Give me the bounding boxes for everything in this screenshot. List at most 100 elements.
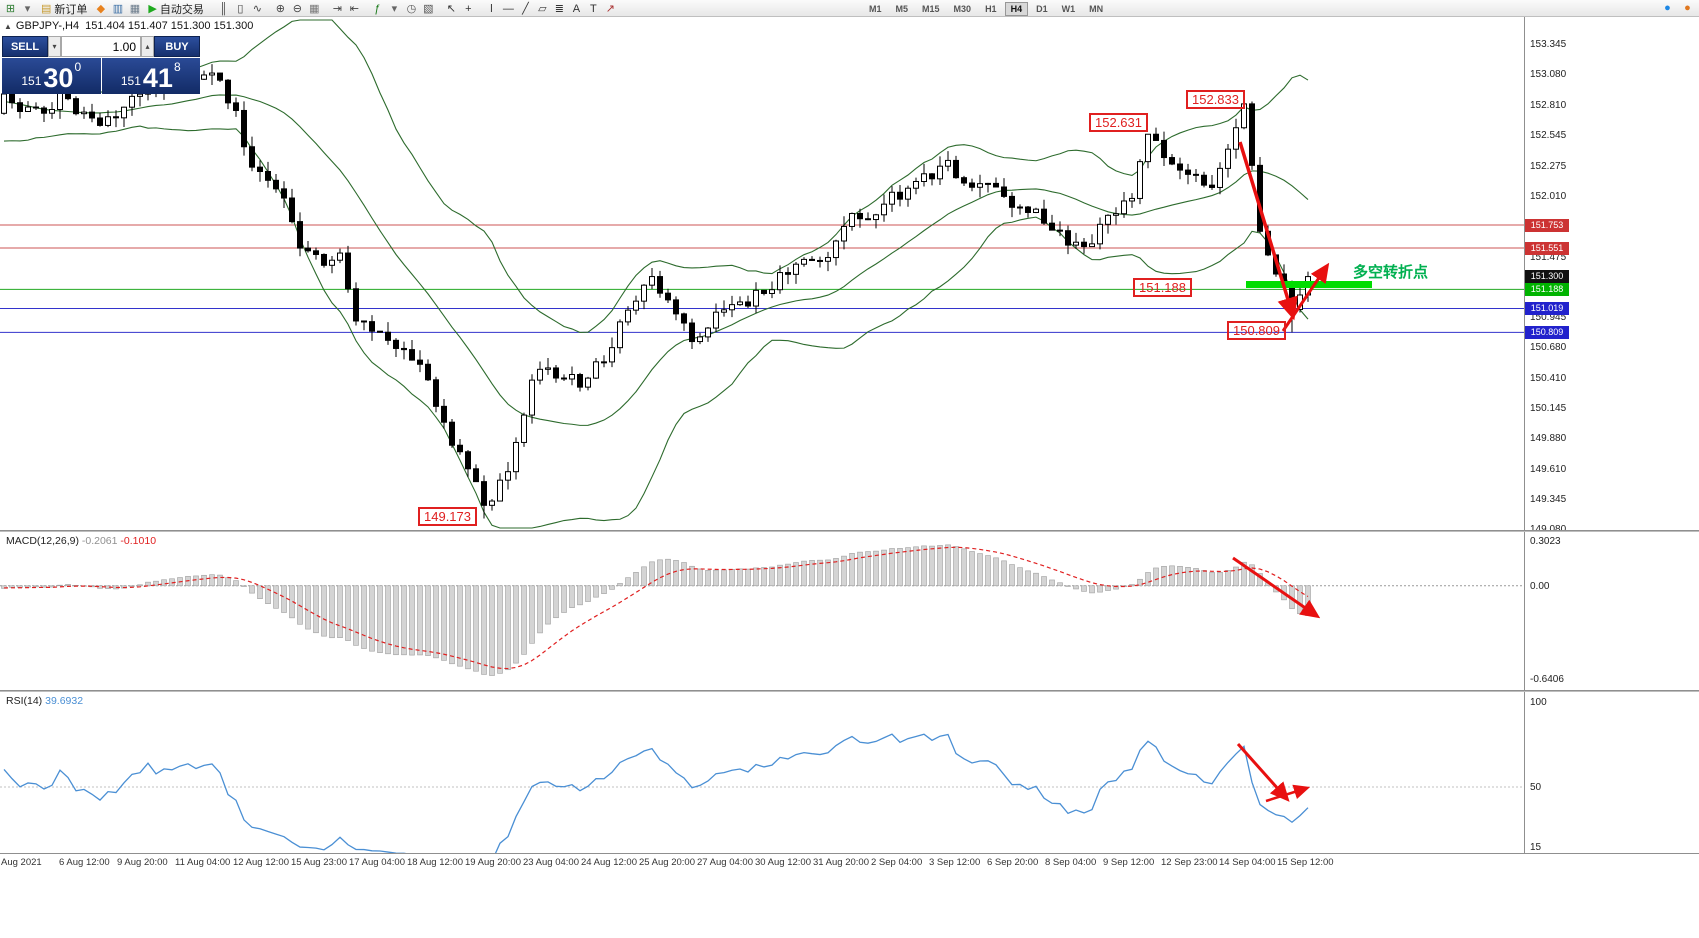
candlestick-chart-icon[interactable]: ▯ bbox=[237, 3, 244, 15]
time-axis[interactable]: Aug 2021 6 Aug 12:00 9 Aug 20:00 11 Aug 04:… bbox=[0, 853, 1699, 876]
time-axis-label: 2 Sep 04:00 bbox=[871, 857, 923, 868]
volume-input[interactable] bbox=[61, 36, 141, 57]
arrows-tool-icon[interactable]: ↗ bbox=[605, 3, 615, 15]
sell-price[interactable]: 151 30 0 bbox=[2, 58, 101, 94]
macd-histogram-bar bbox=[609, 585, 615, 590]
channel-icon[interactable]: ▱ bbox=[538, 3, 547, 15]
help-icon[interactable]: ● bbox=[1684, 2, 1691, 14]
macd-indicator-label: MACD(12,26,9) -0.2061 -0.1010 bbox=[6, 535, 156, 547]
price-tag-151.188: 151.188 bbox=[1525, 282, 1569, 296]
macd-histogram-bar bbox=[625, 577, 631, 587]
community-icon[interactable]: ● bbox=[1664, 2, 1671, 14]
autotrading-button[interactable]: ▶ 自动交易 bbox=[143, 1, 208, 16]
price-callout-151.188[interactable]: 151.188 bbox=[1133, 278, 1192, 297]
auto-scroll-icon[interactable]: ⇥ bbox=[332, 3, 342, 15]
macd-histogram-bar bbox=[761, 567, 767, 587]
mql5-icon[interactable]: ◆ bbox=[96, 3, 106, 15]
bounce-up-arrow[interactable] bbox=[1281, 262, 1330, 332]
macd-histogram-bar bbox=[689, 565, 695, 587]
price-axis[interactable]: 153.345 153.080 152.810 152.545 152.275 152.0… bbox=[1524, 17, 1699, 853]
price-callout-149.173[interactable]: 149.173 bbox=[418, 507, 477, 526]
turning-point-line[interactable] bbox=[1246, 281, 1372, 288]
price-tag-150.809: 150.809 bbox=[1525, 325, 1569, 339]
volume-increase-spinner[interactable]: ▴ bbox=[141, 36, 154, 57]
horizontal-line-icon[interactable]: ― bbox=[502, 3, 514, 15]
candle-body bbox=[1177, 163, 1183, 171]
candle-body bbox=[585, 377, 591, 388]
line-chart-icon[interactable]: ∿ bbox=[252, 3, 262, 15]
toolbar-right-icons: ● ● bbox=[1659, 1, 1696, 16]
timeframe-h1[interactable]: H1 bbox=[985, 3, 997, 14]
new-order-button[interactable]: ▤ 新订单 bbox=[36, 1, 92, 16]
macd-histogram-bar bbox=[817, 559, 823, 587]
rsi-bounce-arrow[interactable] bbox=[1265, 784, 1311, 803]
crosshair-icon[interactable]: + bbox=[465, 3, 472, 15]
rsi-splitter[interactable] bbox=[0, 690, 1699, 692]
candle-body bbox=[89, 111, 95, 119]
new-chart-dropdown-icon[interactable]: ▾ bbox=[24, 3, 31, 15]
market-watch-icon[interactable]: ▥ bbox=[112, 3, 124, 15]
price-callout-152.631[interactable]: 152.631 bbox=[1089, 113, 1148, 132]
turning-point-note[interactable]: 多空转折点 bbox=[1353, 264, 1429, 281]
candle-body bbox=[713, 311, 719, 329]
chart-canvas[interactable] bbox=[0, 0, 1524, 938]
price-callout-152.833[interactable]: 152.833 bbox=[1186, 90, 1245, 109]
candle-body bbox=[401, 347, 407, 351]
macd-down-arrow[interactable] bbox=[1232, 556, 1321, 619]
templates-icon[interactable]: ▧ bbox=[423, 3, 434, 15]
timeframe-d1[interactable]: D1 bbox=[1036, 3, 1048, 14]
macd-histogram-bar bbox=[721, 569, 727, 587]
macd-histogram-bar bbox=[617, 583, 623, 587]
candle-body bbox=[81, 111, 87, 115]
macd-histogram-bar bbox=[41, 585, 47, 588]
trend-down-arrow[interactable] bbox=[1238, 141, 1298, 321]
timeframe-m30[interactable]: M30 bbox=[953, 3, 972, 14]
macd-histogram-bar bbox=[257, 585, 263, 599]
data-window-icon[interactable]: ▦ bbox=[129, 3, 141, 15]
indicators-icon[interactable]: ƒ bbox=[374, 3, 381, 15]
trendline-icon[interactable]: ╱ bbox=[522, 3, 529, 15]
text-icon[interactable]: A bbox=[572, 3, 581, 15]
candle-body bbox=[1041, 208, 1047, 224]
cursor-icon[interactable]: ↖ bbox=[446, 3, 456, 15]
macd-histogram-bar bbox=[465, 585, 471, 670]
timeframe-w1[interactable]: W1 bbox=[1061, 3, 1076, 14]
timeframe-m5[interactable]: M5 bbox=[895, 3, 909, 14]
vertical-line-icon[interactable]: ǀ bbox=[489, 3, 493, 15]
bar-chart-icon[interactable]: ║ bbox=[219, 3, 228, 15]
candle-body bbox=[1249, 103, 1255, 166]
timeframe-m1[interactable]: M1 bbox=[869, 3, 882, 14]
rsi-down-arrow[interactable] bbox=[1236, 743, 1290, 802]
buy-price[interactable]: 151 41 8 bbox=[101, 58, 200, 94]
collapse-trade-panel-icon[interactable]: ▲ bbox=[4, 22, 12, 31]
chart-shift-icon[interactable]: ⇤ bbox=[349, 3, 359, 15]
indicators-dropdown-icon[interactable]: ▾ bbox=[391, 3, 398, 15]
candle-body bbox=[993, 182, 999, 188]
zoom-in-icon[interactable]: ⊕ bbox=[275, 3, 285, 15]
macd-splitter[interactable] bbox=[0, 530, 1699, 532]
candle-body bbox=[513, 441, 519, 473]
candle-body bbox=[321, 253, 327, 266]
price-tag-151.551: 151.551 bbox=[1525, 241, 1569, 255]
tile-windows-icon[interactable]: ▦ bbox=[309, 3, 320, 15]
chart-header: ▲ GBPJPY-,H4 151.404 151.407 151.300 151.3… bbox=[4, 20, 253, 32]
volume-decrease-spinner[interactable]: ▾ bbox=[48, 36, 61, 57]
new-chart-icon[interactable]: ⊞ bbox=[5, 3, 16, 15]
price-callout-150.809[interactable]: 150.809 bbox=[1227, 321, 1286, 340]
buy-button[interactable]: BUY bbox=[154, 36, 200, 57]
chart-window[interactable]: ▲ GBPJPY-,H4 151.404 151.407 151.300 151.3… bbox=[0, 17, 1699, 938]
macd-histogram-bar bbox=[953, 546, 959, 587]
timeframe-h4[interactable]: H4 bbox=[1004, 1, 1029, 16]
zoom-out-icon[interactable]: ⊖ bbox=[292, 3, 302, 15]
timeframe-mn[interactable]: MN bbox=[1089, 3, 1104, 14]
candle-body bbox=[697, 336, 703, 343]
text-label-icon[interactable]: T bbox=[590, 3, 597, 15]
timeframe-m15[interactable]: M15 bbox=[922, 3, 940, 14]
macd-histogram-bar bbox=[849, 553, 855, 587]
price-axis-label: 153.080 bbox=[1530, 69, 1567, 81]
candle-body bbox=[705, 327, 711, 338]
fibonacci-icon[interactable]: ≣ bbox=[554, 3, 564, 15]
periods-dropdown-icon[interactable]: ◷ bbox=[406, 3, 417, 15]
sell-button[interactable]: SELL bbox=[2, 36, 48, 57]
